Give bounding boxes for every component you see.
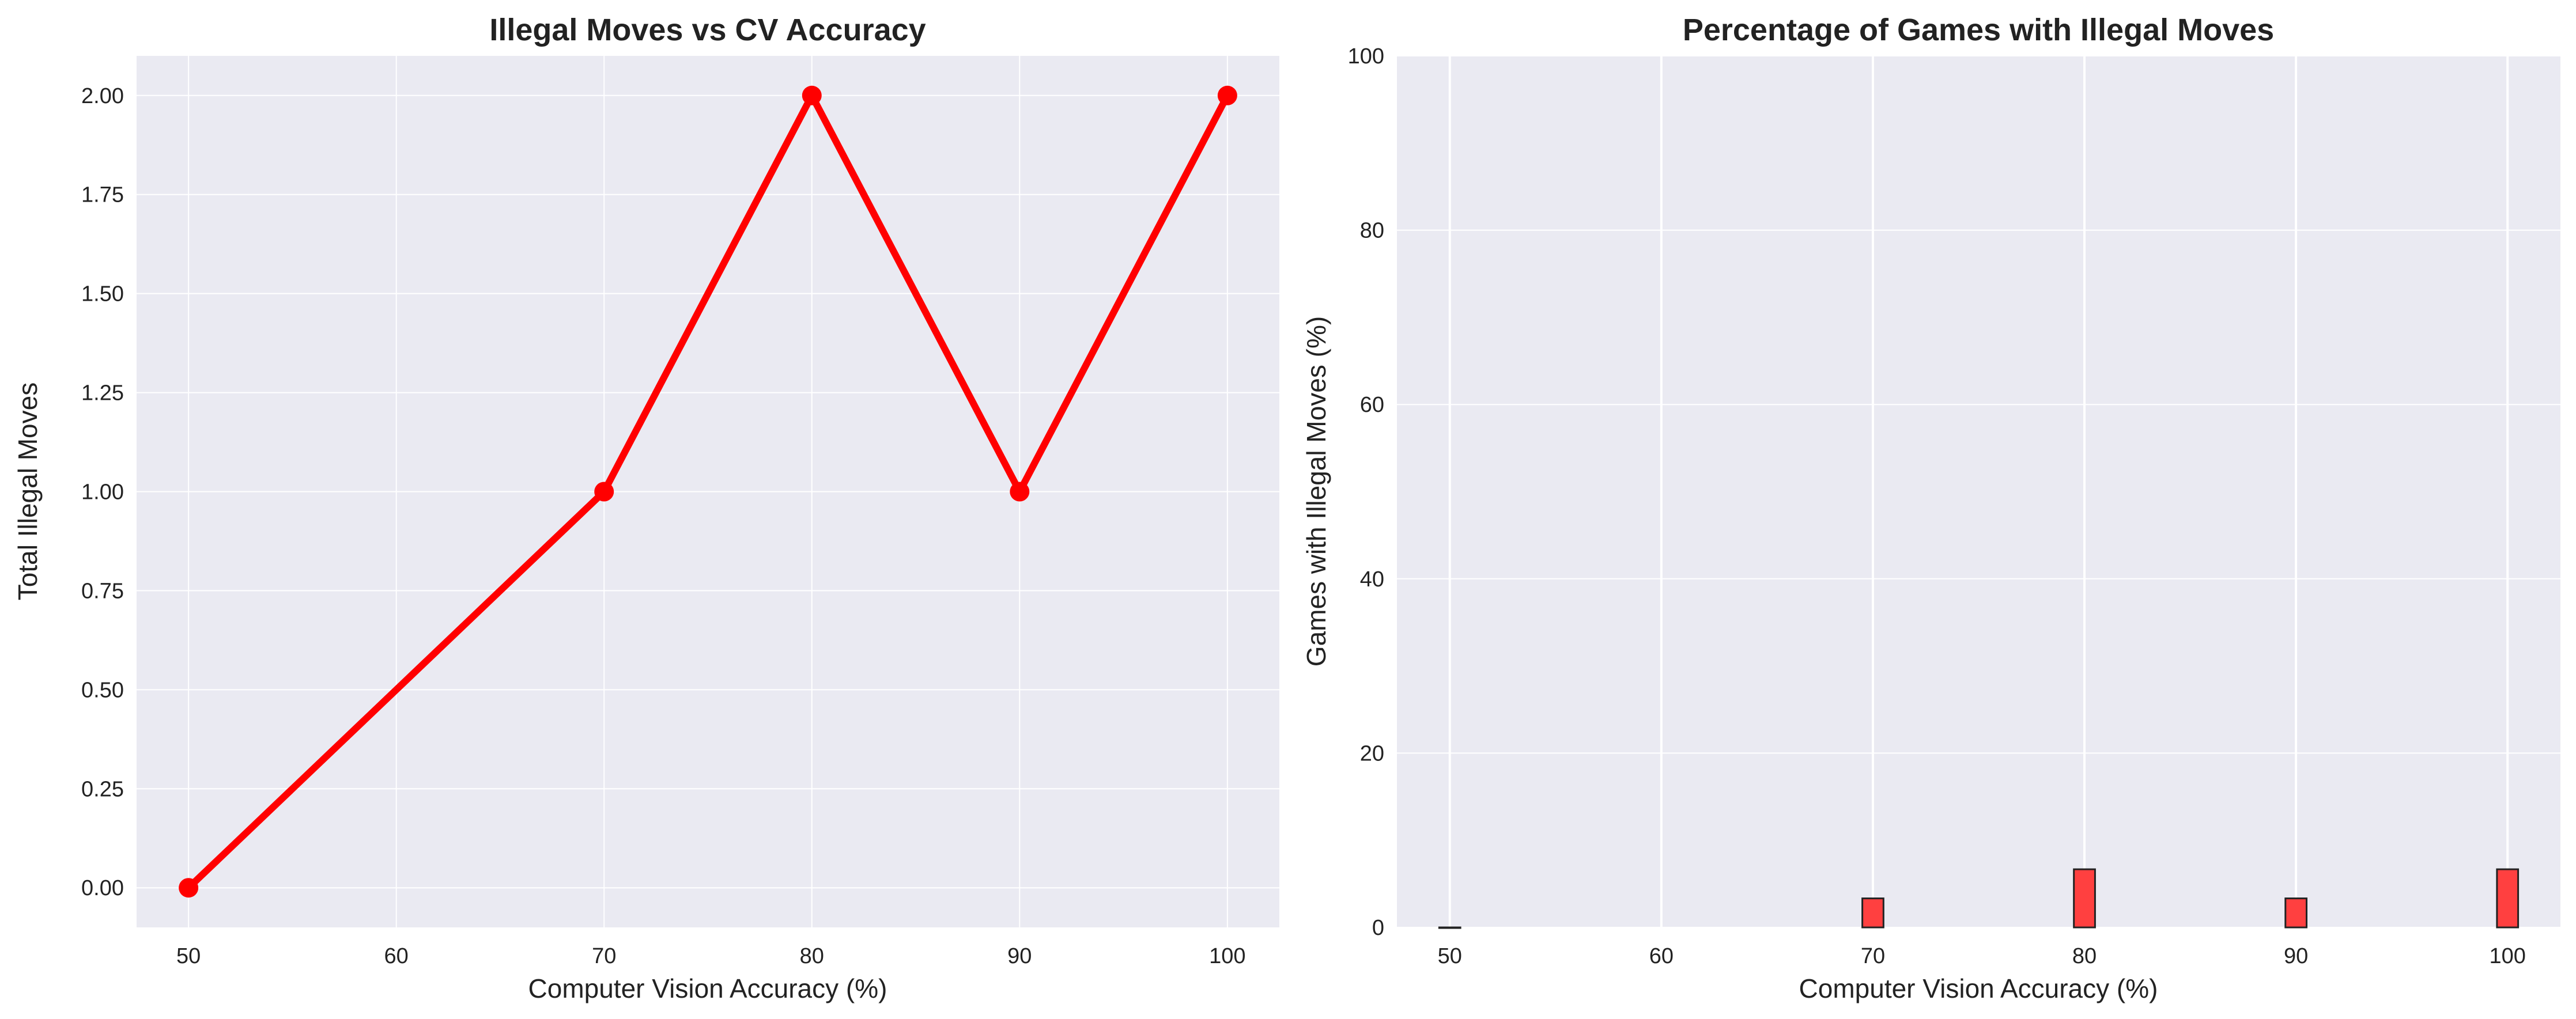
x-tick-label: 50 — [176, 944, 201, 968]
y-tick-label: 40 — [1360, 567, 1384, 592]
line-chart-x-axis-label: Computer Vision Accuracy (%) — [528, 973, 887, 1003]
y-tick-label: 0.50 — [81, 678, 124, 702]
y-tick-label: 0.75 — [81, 579, 124, 603]
line-chart-grid — [137, 56, 1279, 927]
y-tick-label: 0.25 — [81, 777, 124, 801]
x-tick-label: 60 — [1649, 944, 1674, 968]
data-point — [1217, 85, 1237, 105]
line-chart-marks — [179, 85, 1237, 898]
y-tick-label: 1.00 — [81, 480, 124, 505]
y-tick-label: 60 — [1360, 393, 1384, 417]
y-tick-label: 0.00 — [81, 876, 124, 900]
bar-chart-marks — [1438, 868, 2520, 929]
x-tick-label: 100 — [2490, 944, 2526, 968]
y-tick-label: 2.00 — [81, 84, 124, 108]
bar-chart-y-ticks: 0 20 40 60 80 100 — [1348, 44, 1384, 940]
bar-chart-plot-area — [1397, 56, 2560, 927]
data-point — [594, 482, 614, 502]
line-chart: 50 60 70 80 90 100 0.00 0.25 0.50 0.75 1.00 1.25 1.… — [13, 13, 1279, 1003]
x-tick-label: 70 — [592, 944, 616, 968]
x-tick-label: 50 — [1438, 944, 1462, 968]
y-tick-label: 100 — [1348, 44, 1384, 69]
bar-chart-title: Percentage of Games with Illegal Moves — [1683, 13, 2274, 47]
line-chart-x-ticks: 50 60 70 80 90 100 — [176, 944, 1246, 968]
x-tick-label: 80 — [800, 944, 824, 968]
data-point — [802, 85, 822, 105]
y-tick-label: 0 — [1372, 916, 1384, 940]
y-tick-label: 20 — [1360, 741, 1384, 766]
bar-chart-x-ticks: 50 60 70 80 90 100 — [1438, 944, 2526, 968]
y-tick-label: 1.25 — [81, 381, 124, 406]
data-point — [179, 878, 199, 898]
bar-chart: 50 60 70 80 90 100 0 20 40 60 80 100 Percentage of… — [1301, 13, 2560, 1003]
y-tick-label: 1.50 — [81, 282, 124, 306]
data-point — [1010, 482, 1030, 502]
bar — [2073, 868, 2096, 929]
x-tick-label: 90 — [1007, 944, 1032, 968]
bar-chart-grid — [1397, 55, 2560, 928]
bar — [1861, 897, 1884, 929]
bar — [1438, 926, 1461, 929]
bar — [2496, 868, 2520, 929]
line-chart-y-ticks: 0.00 0.25 0.50 0.75 1.00 1.25 1.50 1.75 2.00 — [81, 84, 124, 900]
y-tick-label: 1.75 — [81, 183, 124, 207]
bar — [2284, 897, 2307, 929]
x-tick-label: 100 — [1209, 944, 1245, 968]
x-tick-label: 70 — [1861, 944, 1885, 968]
x-tick-label: 60 — [384, 944, 409, 968]
bar-chart-y-axis-label: Games with Illegal Moves (%) — [1301, 316, 1331, 666]
line-chart-title: Illegal Moves vs CV Accuracy — [489, 13, 926, 47]
bar-chart-x-axis-label: Computer Vision Accuracy (%) — [1799, 973, 2158, 1003]
y-tick-label: 80 — [1360, 219, 1384, 243]
x-tick-label: 90 — [2284, 944, 2308, 968]
line-chart-y-axis-label: Total Illegal Moves — [13, 382, 43, 600]
x-tick-label: 80 — [2072, 944, 2097, 968]
